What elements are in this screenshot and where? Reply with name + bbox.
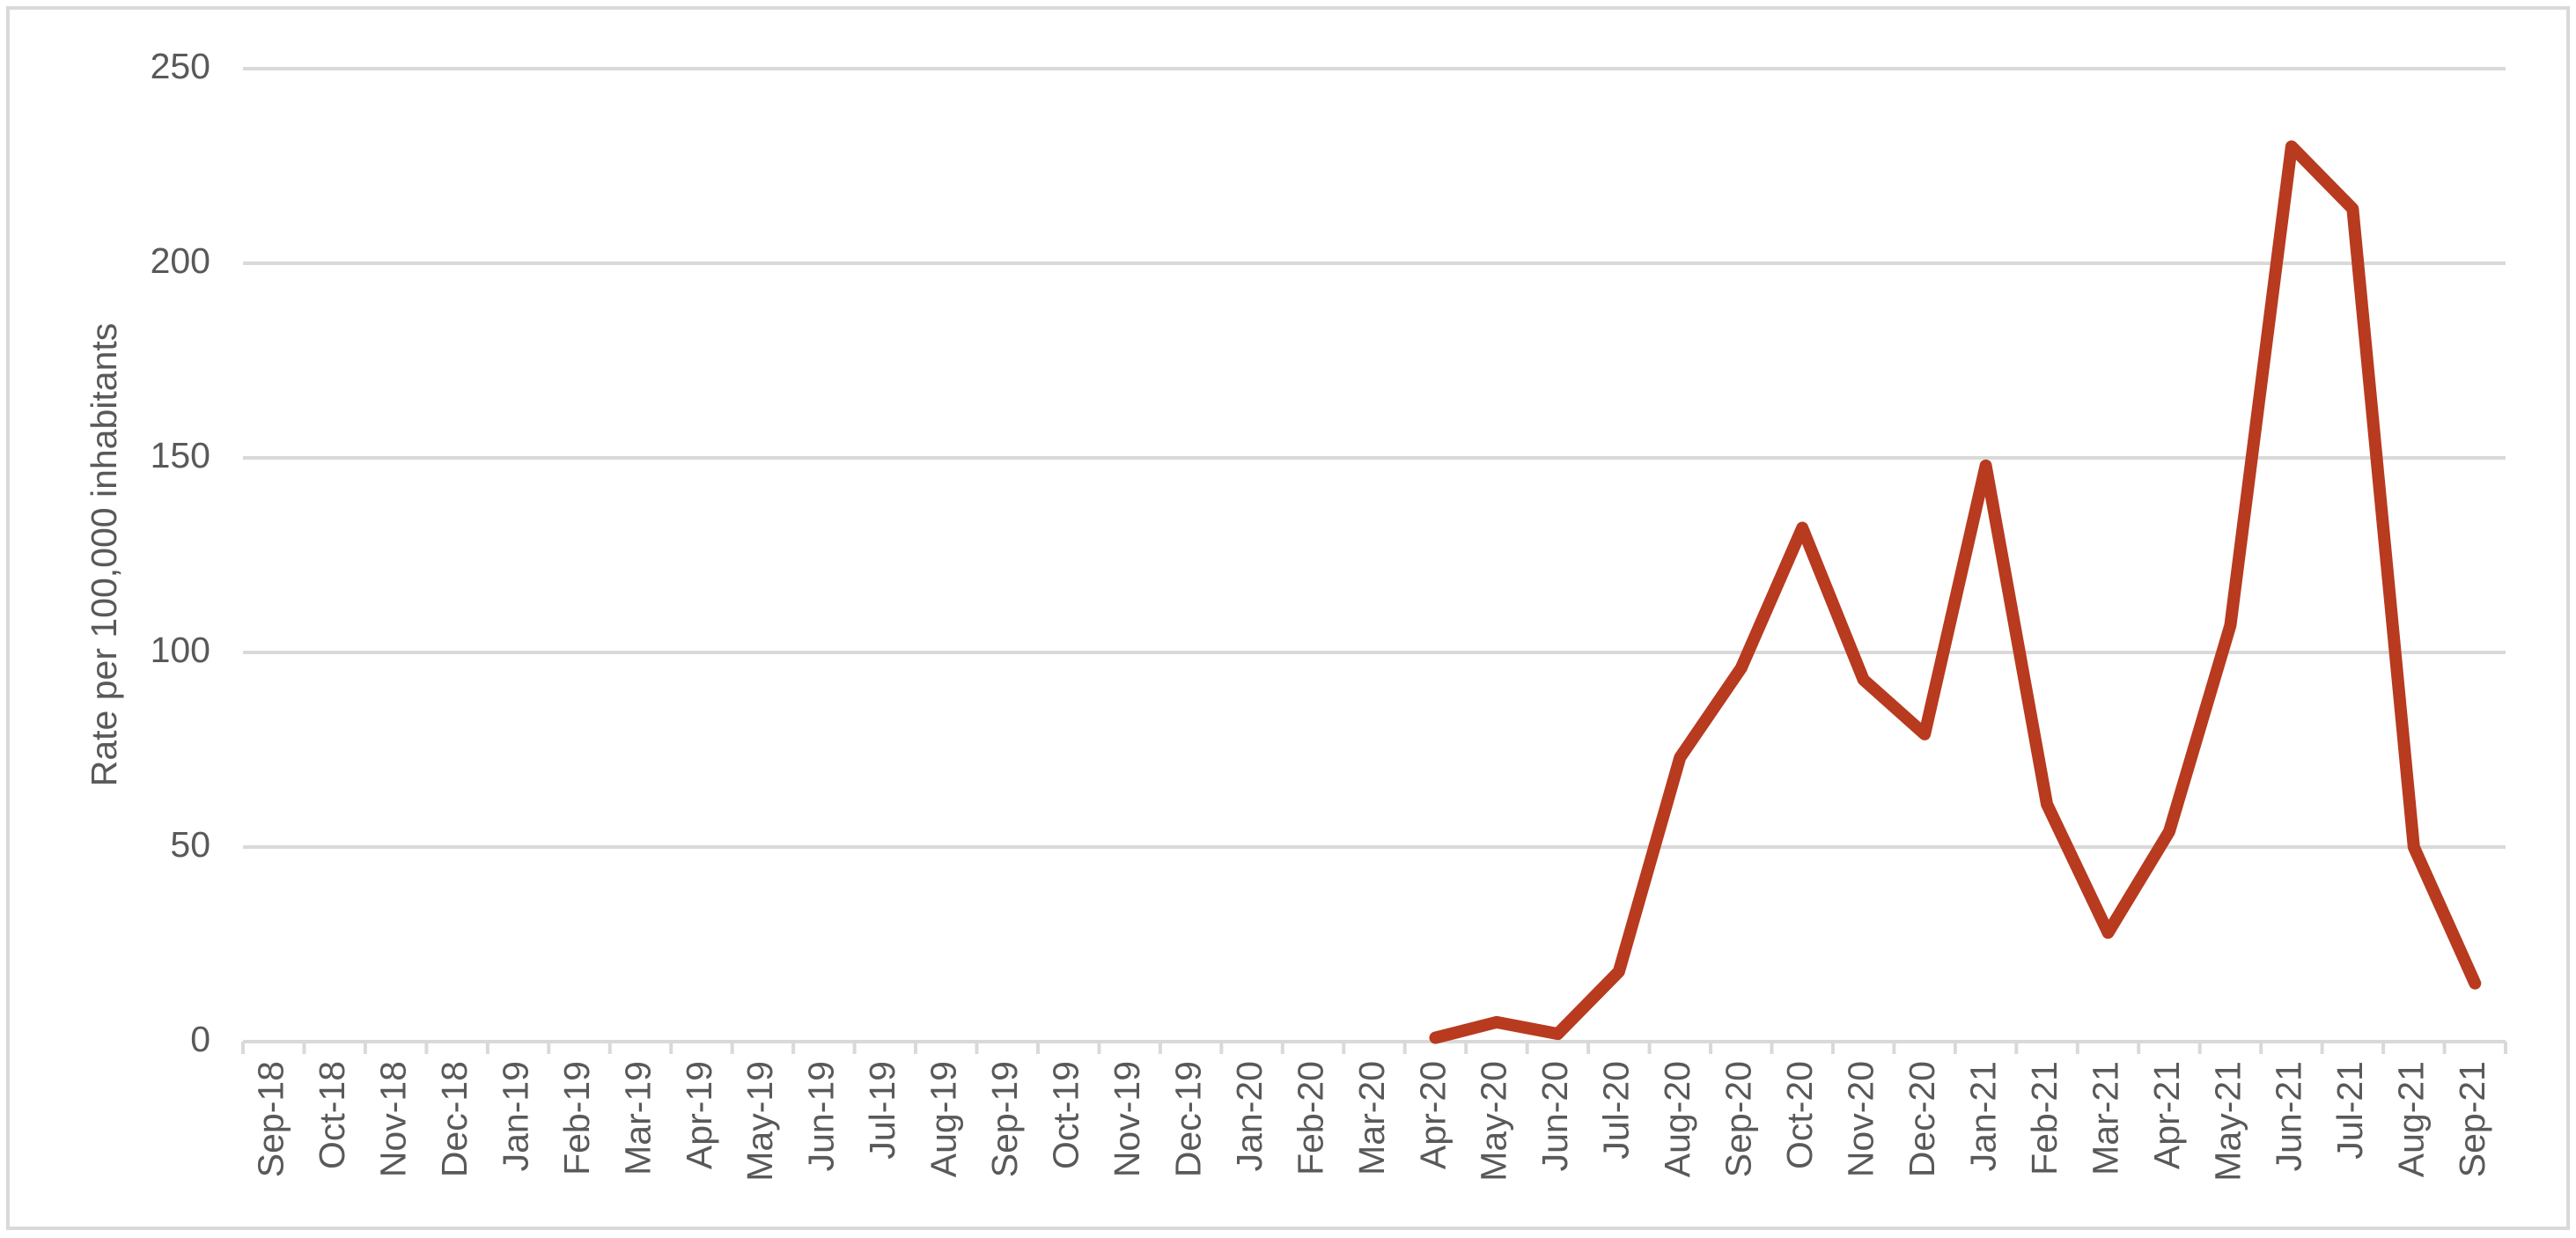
x-tick-label: May-19 (740, 1061, 780, 1182)
x-tick-label: Oct-20 (1779, 1061, 1820, 1169)
y-tick-label: 150 (151, 435, 210, 475)
y-tick-label: 250 (151, 46, 210, 86)
x-tick-label: Jun-20 (1535, 1061, 1575, 1171)
chart-frame (6, 6, 2570, 1230)
x-tick-label: May-21 (2207, 1061, 2248, 1182)
x-tick-label: Sep-19 (984, 1061, 1025, 1177)
x-tick-label: Apr-20 (1412, 1061, 1453, 1169)
x-tick-label: Jun-21 (2269, 1061, 2309, 1171)
x-tick-label: Nov-19 (1107, 1061, 1147, 1177)
x-tick-label: Sep-20 (1719, 1061, 1759, 1177)
y-tick-label: 100 (151, 630, 210, 670)
y-tick-label: 200 (151, 240, 210, 281)
x-tick-label: Jun-19 (801, 1061, 842, 1171)
x-tick-label: Jan-20 (1229, 1061, 1270, 1171)
x-tick-label: Dec-20 (1902, 1061, 1942, 1177)
x-tick-label: Feb-21 (2024, 1061, 2064, 1175)
y-tick-label: 0 (190, 1019, 210, 1059)
x-tick-label: Apr-21 (2146, 1061, 2187, 1169)
x-tick-label: Dec-18 (434, 1061, 475, 1177)
x-tick-label: Mar-20 (1351, 1061, 1392, 1175)
x-tick-label: Mar-19 (617, 1061, 658, 1175)
x-tick-label: Dec-19 (1167, 1061, 1208, 1177)
y-axis-title: Rate per 100,000 inhabitants (84, 323, 124, 787)
x-tick-label: Feb-19 (556, 1061, 597, 1175)
x-tick-label: Oct-18 (312, 1061, 352, 1169)
x-tick-label: Jan-21 (1962, 1061, 2003, 1171)
x-tick-label: Aug-19 (924, 1061, 964, 1177)
x-tick-label: May-20 (1474, 1061, 1514, 1182)
x-tick-label: Mar-21 (2085, 1061, 2125, 1175)
x-tick-label: Apr-19 (679, 1061, 719, 1169)
x-tick-label: Nov-20 (1841, 1061, 1881, 1177)
x-tick-label: Jul-21 (2329, 1061, 2370, 1160)
x-tick-label: Jul-19 (862, 1061, 902, 1160)
x-tick-label: Sep-21 (2452, 1061, 2492, 1177)
data-line (1429, 140, 2482, 1044)
x-tick-label: Nov-18 (372, 1061, 413, 1177)
y-tick-label: 50 (170, 824, 210, 865)
x-tick-label: Jan-19 (495, 1061, 535, 1171)
x-tick-label: Feb-20 (1290, 1061, 1330, 1175)
x-tick-label: Aug-20 (1657, 1061, 1697, 1177)
x-tick-label: Oct-19 (1046, 1061, 1086, 1169)
x-tick-label: Aug-21 (2391, 1061, 2432, 1177)
x-tick-label: Jul-20 (1596, 1061, 1637, 1160)
x-tick-label: Sep-18 (251, 1061, 291, 1177)
